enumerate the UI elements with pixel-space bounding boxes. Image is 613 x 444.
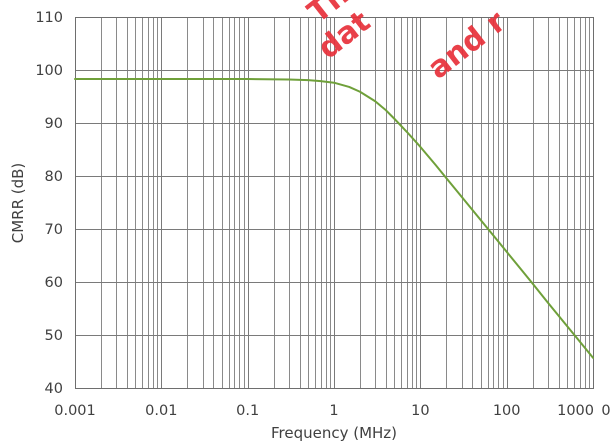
x-tick-label: 0.1 bbox=[236, 403, 259, 419]
y-tick-label: 60 bbox=[45, 275, 63, 291]
x-tick-label: 100 bbox=[493, 403, 521, 419]
x-tick-label: 1 bbox=[329, 403, 338, 419]
y-tick-label: 110 bbox=[35, 10, 63, 26]
x-tick-label: 1000 bbox=[557, 403, 594, 419]
y-tick-label: 80 bbox=[45, 169, 63, 185]
y-tick-label: 90 bbox=[45, 116, 63, 132]
y-tick-label: 50 bbox=[45, 328, 63, 344]
series-layer bbox=[74, 78, 594, 359]
y-tick-label: 40 bbox=[45, 381, 63, 397]
y-axis-title: CMRR (dB) bbox=[9, 163, 27, 244]
x-tick-label: 0.001 bbox=[54, 403, 96, 419]
x-tick-label: 10 bbox=[411, 403, 429, 419]
y-tick-label: 70 bbox=[45, 222, 63, 238]
tick-labels: 0.001 0.01 0.1 1 10 100 1000 040506070809010011… bbox=[35, 10, 610, 419]
x-tick-label: 0.01 bbox=[145, 403, 177, 419]
series-line-cmrr bbox=[74, 78, 594, 359]
y-tick-label: 100 bbox=[35, 63, 63, 79]
x-axis-title: Frequency (MHz) bbox=[271, 424, 397, 442]
plot-area-border bbox=[75, 17, 594, 389]
x-edge-label: 0 bbox=[601, 403, 610, 419]
